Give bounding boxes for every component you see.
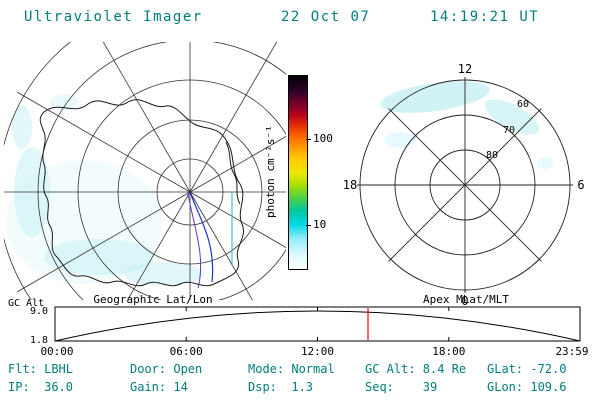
apex-grid xyxy=(357,77,573,293)
geo-caption: Geographic Lat/Lon xyxy=(93,293,213,306)
mlt-label-0: 0 xyxy=(461,294,468,308)
status-flt: Flt: LBHL xyxy=(8,362,74,376)
xtick-1800: 18:00 xyxy=(432,345,465,358)
mlt-label-18: 18 xyxy=(343,178,357,192)
colorbar-tick-10: 10 xyxy=(313,218,327,231)
status-dsp: Dsp: 1.3 xyxy=(248,380,314,394)
status-glat: GLat: -72.0 xyxy=(487,362,567,376)
timebar-frame xyxy=(54,306,581,342)
apex-caption: Apex MLat/MLT xyxy=(422,293,510,306)
status-seq: Seq: 39 xyxy=(365,380,438,394)
app-title: Ultraviolet Imager xyxy=(24,9,203,25)
status-gc-alt: GC Alt: 8.4 Re xyxy=(365,362,467,376)
status-glon: GLon: 109.6 xyxy=(487,380,567,394)
antarctic-peninsula-coast xyxy=(225,141,241,205)
satellite-track-blue xyxy=(189,191,214,283)
status-gain: Gain: 14 xyxy=(130,380,188,394)
geo-grid xyxy=(4,42,286,300)
altitude-timebar: GC Alt 9.0 1.8 00:00 06:00 12:00 18:00 2… xyxy=(8,298,589,358)
altitude-curve xyxy=(54,310,581,342)
header-date: 22 Oct 07 xyxy=(281,9,371,25)
mlt-label-12: 12 xyxy=(458,62,472,76)
header-time: 14:19:21 UT xyxy=(430,9,540,25)
mlt-label-6: 6 xyxy=(577,178,584,192)
timebar-ticks xyxy=(185,307,450,341)
xtick-1200: 12:00 xyxy=(301,345,334,358)
antarctica-coastline xyxy=(39,99,244,287)
colorbar-label: photon cm⁻²s⁻¹ xyxy=(264,125,277,218)
timebar-ymin: 1.8 xyxy=(30,335,48,346)
satellite-track-purple xyxy=(187,193,202,289)
colorbar-tick-100: 100 xyxy=(313,132,333,145)
colorbar xyxy=(288,75,308,270)
status-door: Door: Open xyxy=(130,362,203,376)
mlat-label-70: 70 xyxy=(503,125,515,136)
colorbar-tick-mark-100 xyxy=(306,139,311,140)
aurora-image-patches-apex xyxy=(380,81,554,169)
xtick-0600: 06:00 xyxy=(170,345,203,358)
timebar-ymax: 9.0 xyxy=(30,306,48,317)
colorbar-tick-mark-10 xyxy=(306,225,311,226)
status-footer: Flt: LBHL Door: Open Mode: Normal GC Alt: 8.… xyxy=(8,362,594,394)
aurora-image-patches-geo xyxy=(6,94,204,286)
xtick-0000: 00:00 xyxy=(40,345,73,358)
status-mode: Mode: Normal xyxy=(248,362,335,376)
status-ip: IP: 36.0 xyxy=(8,380,74,394)
mlat-label-60: 60 xyxy=(517,99,529,110)
geographic-map-panel xyxy=(4,42,286,300)
mlat-label-80: 80 xyxy=(486,150,498,161)
apex-polar-panel: 12 18 6 0 60 70 80 xyxy=(343,62,585,308)
xtick-2359: 23:59 xyxy=(555,345,588,358)
timebar-ylabel: GC Alt xyxy=(8,298,44,309)
